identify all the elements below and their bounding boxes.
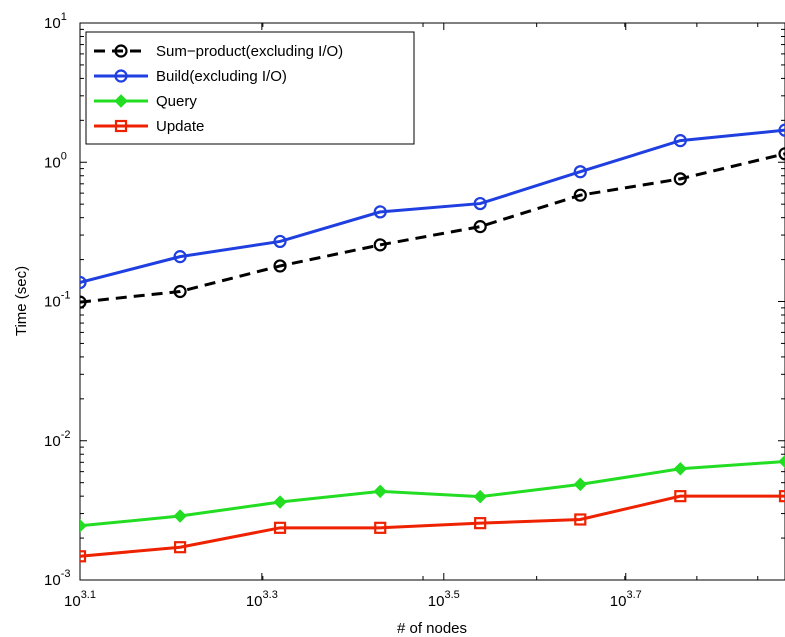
legend-label: Sum−product(excluding I/O) <box>156 43 343 60</box>
data-point <box>173 284 187 299</box>
data-point <box>273 495 287 509</box>
data-point <box>80 275 87 290</box>
data-point <box>373 205 387 219</box>
data-point <box>778 147 785 161</box>
data-point <box>473 196 487 211</box>
data-point <box>778 123 785 137</box>
data-point <box>273 234 287 249</box>
data-point <box>573 188 587 202</box>
data-point <box>574 513 587 526</box>
series-3 <box>80 490 785 563</box>
legend-label: Update <box>156 118 204 135</box>
x-tick-label: 103.7 <box>610 589 642 610</box>
data-point <box>474 517 487 530</box>
data-point <box>673 134 687 148</box>
legend-entry: Build(excluding I/O) <box>94 68 287 85</box>
series-layer <box>80 123 785 563</box>
data-point <box>674 490 687 503</box>
y-tick-label: 10-1 <box>44 290 70 311</box>
data-point <box>80 519 87 533</box>
data-point <box>373 484 387 499</box>
data-point <box>778 454 785 469</box>
data-point <box>374 521 387 534</box>
legend-marker <box>114 119 128 133</box>
series-line <box>80 494 785 558</box>
data-point <box>80 550 87 563</box>
series-2 <box>80 454 785 533</box>
data-point <box>273 521 287 534</box>
legend-label: Query <box>156 93 197 110</box>
y-tick-label: 10-3 <box>44 568 70 589</box>
data-point <box>778 490 785 503</box>
data-point <box>473 489 487 504</box>
data-point <box>473 220 487 234</box>
x-axis-label: # of nodes <box>397 620 467 637</box>
data-point <box>273 259 287 273</box>
legend: Sum−product(excluding I/O) Build(excludin… <box>85 31 415 145</box>
series-line <box>80 128 785 284</box>
x-tick-label: 103.1 <box>64 589 96 610</box>
y-axis-label: Time (sec) <box>13 266 30 336</box>
y-tick-label: 101 <box>44 11 67 32</box>
data-point <box>673 172 687 186</box>
legend-marker <box>114 69 128 83</box>
legend-marker <box>114 44 128 58</box>
series-line <box>80 459 785 528</box>
data-point <box>173 509 187 523</box>
data-point <box>173 541 187 554</box>
data-point <box>173 250 187 264</box>
data-point <box>80 295 87 309</box>
legend-entry: Update <box>94 118 204 135</box>
x-tick-label: 103.5 <box>428 589 460 610</box>
series-line <box>80 152 785 304</box>
x-tick-label: 103.3 <box>246 589 278 610</box>
legend-entry: Sum−product(excluding I/O) <box>94 43 343 60</box>
y-tick-label: 100 <box>44 150 67 171</box>
data-point <box>573 165 587 179</box>
data-point <box>573 477 587 492</box>
data-point <box>673 462 688 476</box>
legend-marker <box>114 94 128 108</box>
data-point <box>373 238 387 252</box>
series-0 <box>80 147 785 309</box>
series-1 <box>80 123 785 290</box>
legend-entry: Query <box>94 93 197 110</box>
legend-label: Build(excluding I/O) <box>156 68 287 85</box>
y-tick-label: 10-2 <box>44 429 70 450</box>
